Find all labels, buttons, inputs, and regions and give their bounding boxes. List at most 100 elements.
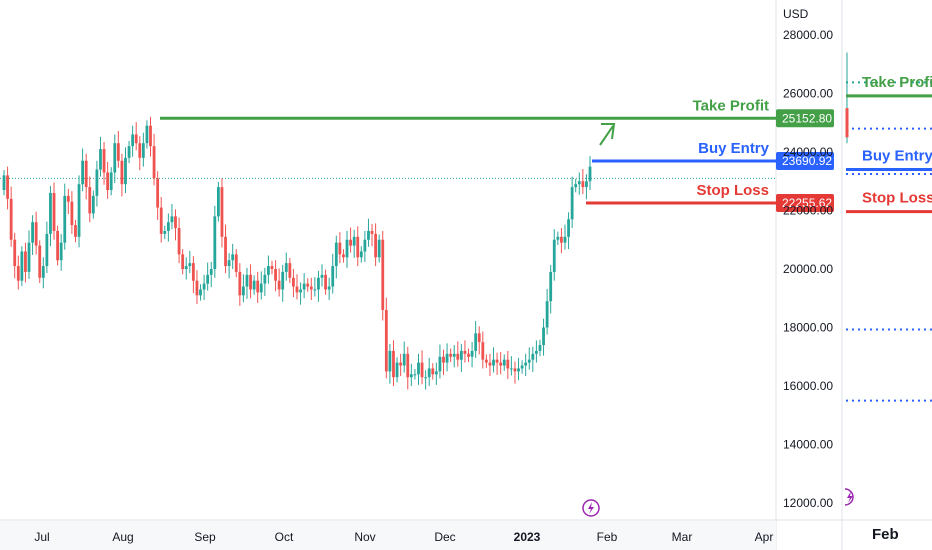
candle-body: [313, 289, 317, 291]
candle-body: [99, 149, 102, 170]
candle-body: [535, 350, 538, 354]
candle-body: [245, 274, 249, 287]
candle-body: [2, 175, 6, 191]
candle-body: [49, 192, 52, 234]
candle-body: [317, 277, 320, 290]
panel-level-label: Buy Entry: [862, 148, 932, 165]
candle-body: [52, 192, 56, 231]
candle-body: [342, 254, 345, 258]
candle-body: [413, 374, 417, 376]
candle-body: [331, 266, 335, 287]
candle-body: [306, 283, 310, 287]
candle-body: [156, 178, 160, 208]
candle-body: [492, 359, 495, 366]
candle-body: [309, 286, 313, 290]
trade-levels: Take Profit 25152.80 Buy Entry 23690.92 Stop…: [160, 97, 834, 213]
candle-body: [549, 271, 553, 302]
candle-body: [152, 146, 156, 179]
time-axis-shade: [0, 521, 776, 550]
y-tick-label: 26000.00: [783, 87, 833, 101]
price-tag-text: 22255.62: [782, 196, 832, 210]
y-tick-label: 18000.00: [783, 321, 833, 335]
x-tick-label: Apr: [755, 530, 774, 544]
candle-body: [213, 216, 217, 269]
candle-body: [542, 327, 545, 346]
candle-body: [570, 187, 574, 220]
candle-body: [552, 239, 556, 272]
lightning-icon[interactable]: [582, 499, 600, 517]
candle-body: [188, 263, 192, 267]
candle-body: [513, 368, 517, 372]
candle-body: [409, 374, 413, 378]
candle-body: [41, 266, 45, 278]
candle-body: [288, 263, 292, 278]
candle-body: [91, 195, 95, 214]
candle-body: [538, 345, 542, 351]
candle-body: [216, 187, 220, 217]
time-axis[interactable]: Jul Aug Sep Oct Nov Dec 2023 Feb Mar Apr: [34, 530, 773, 544]
candle-body: [170, 216, 174, 223]
candle-body: [191, 263, 195, 281]
candle-body: [95, 169, 99, 196]
candle-body: [367, 230, 370, 240]
candle-body: [560, 236, 563, 243]
candle-body: [141, 143, 145, 158]
candle-body: [520, 365, 524, 369]
candle-body: [406, 353, 410, 378]
candle-body: [138, 143, 142, 158]
price-tag: [776, 152, 834, 171]
candle-body: [438, 356, 442, 372]
candle-body: [384, 309, 388, 372]
candle-body: [74, 225, 77, 237]
lightning-icon-panel[interactable]: [844, 488, 854, 506]
price-axis[interactable]: 28000.00 26000.00 24000.00 22000.00 20000.00…: [783, 28, 833, 510]
candle-body: [120, 160, 124, 185]
candle-body: [463, 350, 467, 354]
y-tick-label: 14000.00: [783, 438, 833, 452]
y-tick-label: 20000.00: [783, 262, 833, 276]
y-tick-label: 12000.00: [783, 496, 833, 510]
price-tag: [776, 194, 834, 213]
candle-body: [270, 266, 274, 269]
candle-body: [442, 356, 445, 363]
up-arrow-annotation: [599, 123, 616, 146]
x-tick-label: Dec: [434, 530, 455, 544]
candle-body: [63, 195, 67, 243]
plot-area[interactable]: [0, 0, 776, 520]
candle-body: [209, 269, 213, 275]
price-tag: [776, 109, 834, 128]
candle-body: [163, 230, 167, 234]
y-tick-label: 16000.00: [783, 379, 833, 393]
candle-body: [299, 289, 302, 293]
candle-body: [345, 239, 349, 258]
candle-body: [199, 289, 202, 296]
candle-body: [470, 350, 474, 357]
candle-body: [249, 274, 252, 290]
candle-body: [524, 362, 528, 366]
candle-body: [502, 359, 506, 366]
candle-body: [113, 143, 117, 173]
candle-body: [506, 359, 510, 369]
candle-body: [242, 286, 245, 296]
currency-label: USD: [783, 7, 809, 21]
candle-body: [431, 368, 435, 375]
candle-body: [149, 125, 152, 147]
panel-level-label: Stop Loss: [862, 190, 932, 207]
candle-body: [70, 201, 74, 226]
candle-body: [474, 333, 478, 351]
candle-body: [399, 362, 403, 366]
candle-body: [277, 280, 281, 290]
right-panel-month: Feb: [872, 526, 899, 543]
candle-body: [202, 283, 206, 290]
candle-body: [495, 359, 499, 363]
price-tag-text: 25152.80: [782, 111, 832, 125]
candle-body: [220, 187, 224, 237]
x-tick-label: Nov: [354, 530, 375, 544]
candle-body: [195, 280, 199, 296]
candle-body: [377, 239, 381, 258]
candle-body: [295, 286, 299, 293]
candle-body: [238, 271, 242, 296]
candle-body: [334, 242, 338, 267]
candle-body: [6, 175, 9, 199]
